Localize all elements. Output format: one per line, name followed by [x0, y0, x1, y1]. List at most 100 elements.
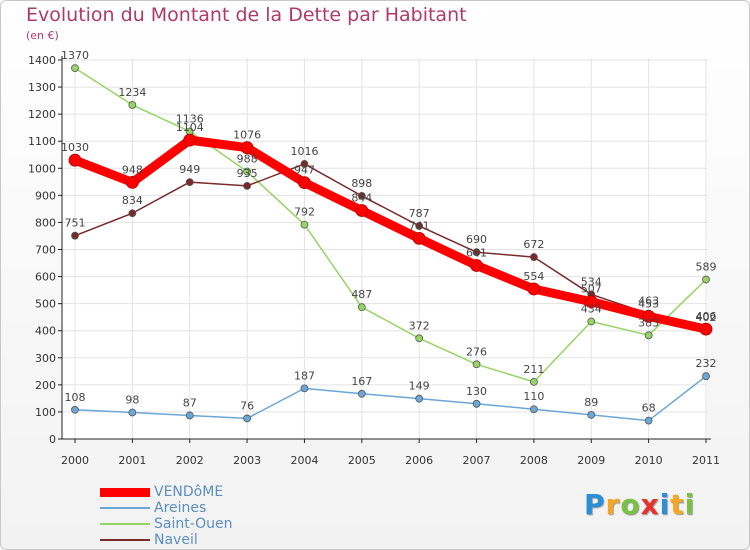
data-label: 935: [237, 167, 258, 180]
data-label: 383: [638, 316, 659, 329]
data-label: 76: [240, 399, 254, 412]
legend-swatch: [100, 507, 150, 509]
data-point: [243, 181, 251, 190]
data-point: [300, 220, 309, 229]
data-label: 149: [409, 380, 430, 393]
data-label: 787: [409, 207, 430, 220]
data-point: [530, 377, 538, 386]
data-label: 232: [696, 357, 717, 370]
data-point: [415, 334, 424, 343]
logo-letter: o: [620, 488, 641, 521]
data-label: 434: [581, 303, 602, 316]
logo-letter: t: [670, 488, 685, 521]
data-label: 372: [409, 319, 430, 332]
x-tick-label: 2001: [118, 454, 146, 467]
y-tick-label: 400: [35, 325, 56, 338]
data-label: 641: [466, 246, 487, 259]
data-point: [128, 209, 137, 218]
data-label: 792: [294, 206, 315, 219]
logo-letter: i: [684, 488, 696, 521]
y-tick-label: 600: [35, 271, 56, 284]
data-point: [472, 399, 481, 408]
y-tick-label: 0: [49, 433, 56, 446]
data-label: 1370: [61, 49, 89, 62]
x-tick-label: 2000: [61, 454, 89, 467]
proxiti-logo: Proxiti: [584, 488, 695, 521]
legend-label: VENDôME: [154, 484, 224, 500]
data-label: 187: [294, 369, 315, 382]
data-label: 1076: [233, 129, 261, 142]
data-point: [702, 372, 710, 381]
data-label: 1104: [176, 121, 204, 134]
data-point: [412, 232, 426, 245]
x-tick-label: 2003: [233, 454, 261, 467]
data-label: 947: [294, 164, 315, 177]
data-label: 87: [183, 396, 197, 409]
y-tick-label: 800: [35, 216, 56, 229]
data-label: 898: [351, 177, 372, 190]
series-line-3: [74, 163, 707, 331]
data-point: [185, 411, 194, 420]
data-label: 98: [125, 393, 139, 406]
chart-title: Evolution du Montant de la Dette par Hab…: [26, 4, 467, 26]
data-point: [584, 295, 598, 309]
data-point: [71, 231, 79, 240]
data-label: 1234: [118, 86, 146, 99]
x-tick-label: 2011: [692, 454, 720, 467]
x-tick-label: 2010: [635, 454, 663, 467]
logo-letter: r: [605, 488, 621, 521]
data-point: [298, 176, 311, 190]
data-label: 406: [696, 310, 717, 323]
legend-swatch: [100, 539, 150, 541]
x-tick-label: 2006: [405, 454, 433, 467]
data-label: 89: [584, 396, 598, 409]
data-point: [702, 275, 710, 284]
data-point: [642, 309, 656, 323]
legend-swatch: [100, 523, 150, 525]
data-label: 988: [237, 153, 258, 166]
data-label: 834: [122, 194, 143, 207]
data-point: [183, 133, 197, 147]
x-tick-label: 2005: [348, 454, 376, 467]
x-tick-label: 2007: [463, 454, 491, 467]
data-label: 1030: [61, 141, 89, 154]
logo-letter: x: [640, 488, 660, 521]
data-point: [644, 416, 653, 425]
data-label: 463: [638, 295, 659, 308]
data-point: [128, 101, 137, 109]
y-tick-label: 1100: [28, 135, 56, 148]
data-label: 690: [466, 233, 487, 246]
data-point: [243, 167, 251, 176]
data-point: [527, 282, 541, 296]
data-point: [699, 322, 713, 336]
data-point: [472, 360, 481, 369]
data-label: 487: [351, 288, 372, 301]
data-point: [587, 411, 596, 419]
data-point: [472, 248, 481, 257]
x-tick-label: 2004: [290, 454, 318, 467]
logo-letter: P: [584, 488, 606, 521]
data-label: 672: [523, 238, 544, 251]
data-label: 276: [466, 345, 487, 358]
x-tick-label: 2009: [577, 454, 605, 467]
data-label: 507: [581, 283, 602, 296]
y-tick-label: 1000: [28, 162, 56, 175]
series-line-1: [74, 375, 707, 422]
data-point: [644, 331, 653, 340]
y-tick-label: 300: [35, 352, 56, 365]
data-label: 68: [642, 402, 656, 415]
data-label: 534: [581, 275, 602, 288]
data-label: 741: [409, 219, 430, 232]
legend-label: Naveil: [154, 532, 198, 548]
chart-subtitle: (en €): [26, 29, 59, 42]
data-label: 589: [696, 261, 717, 274]
data-point: [240, 141, 254, 155]
data-point: [128, 408, 137, 417]
data-point: [185, 178, 194, 186]
data-point: [300, 384, 309, 393]
plot-area: [62, 58, 707, 439]
data-point: [587, 317, 596, 326]
data-point: [357, 191, 366, 200]
y-tick-label: 500: [35, 298, 56, 311]
y-tick-label: 100: [35, 406, 56, 419]
